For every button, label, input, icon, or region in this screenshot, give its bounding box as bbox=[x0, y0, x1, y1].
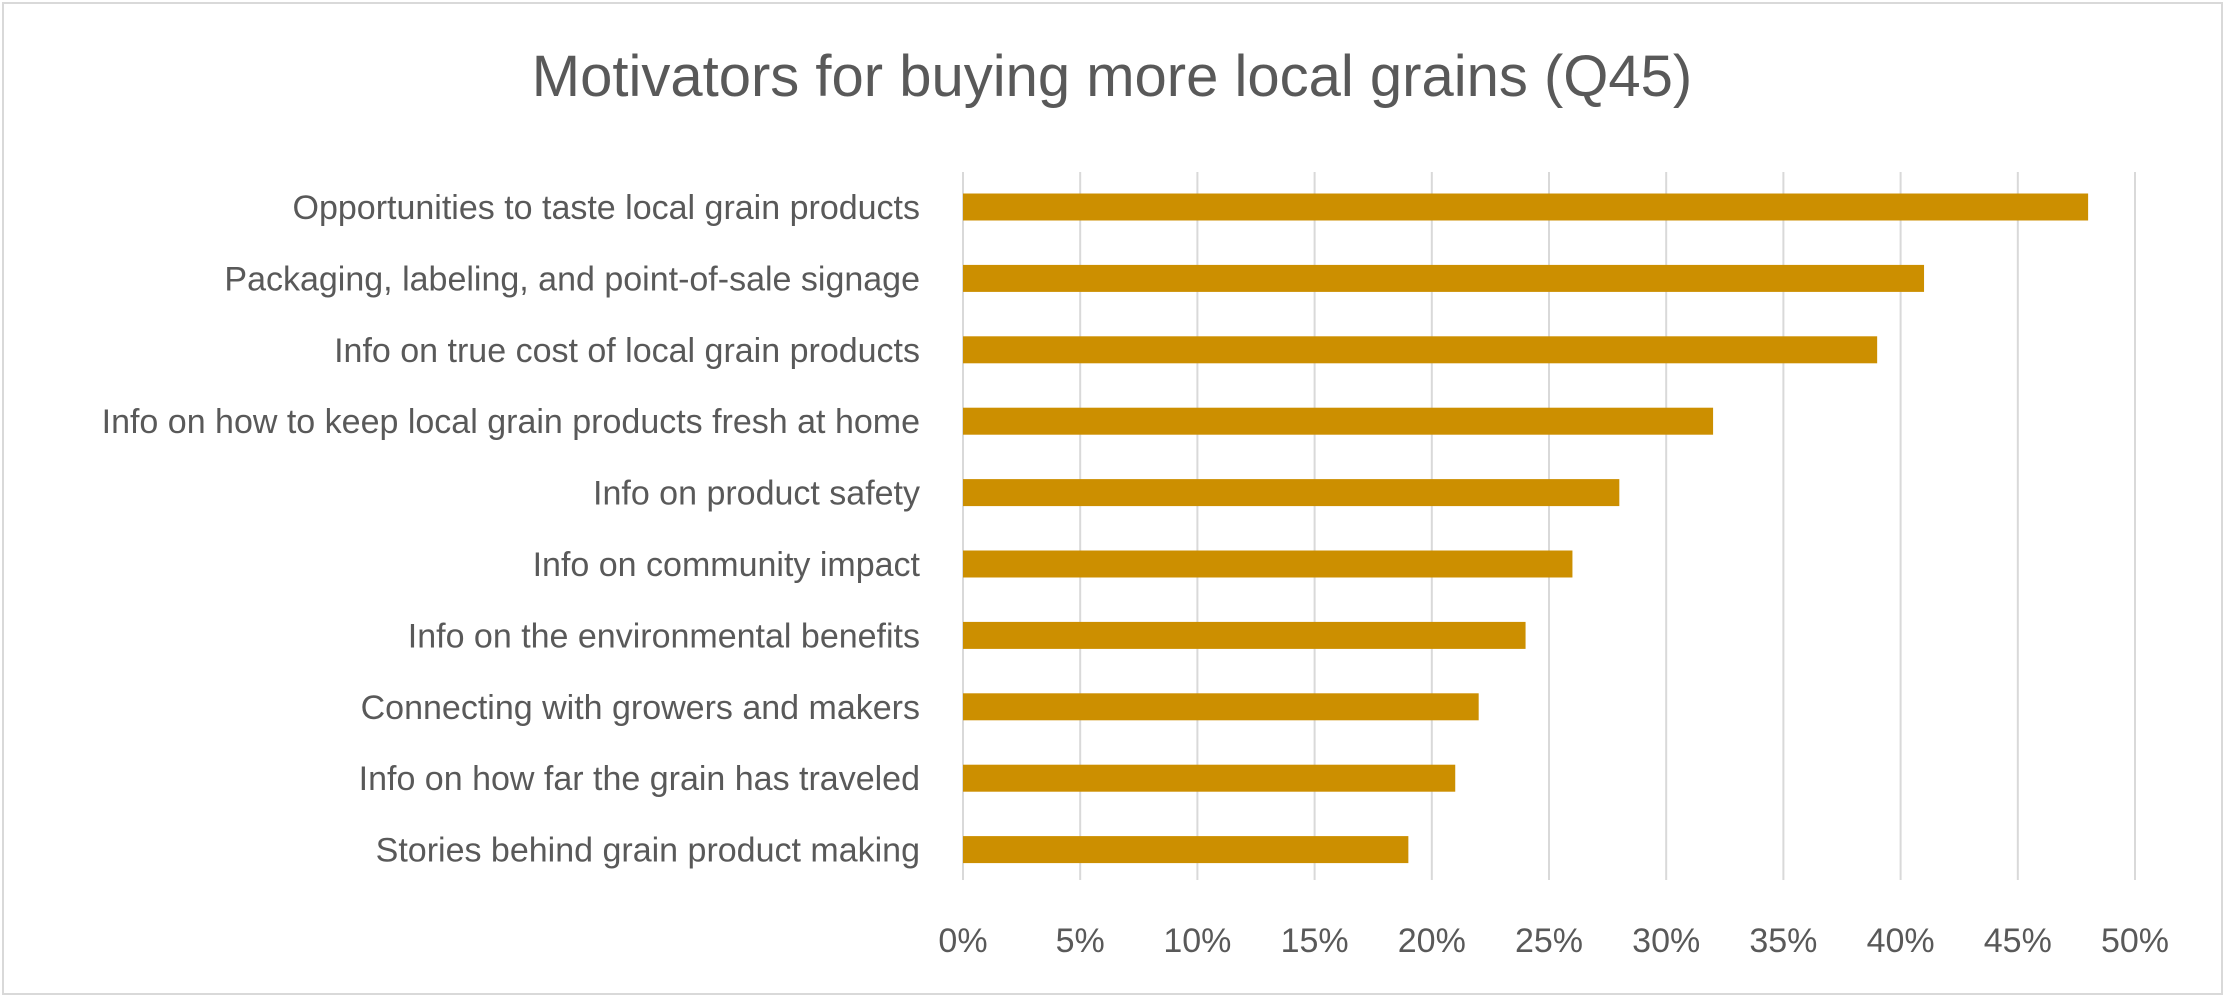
bar bbox=[963, 836, 1409, 864]
x-tick-label: 5% bbox=[1056, 922, 1105, 960]
category-label: Info on the environmental benefits bbox=[408, 617, 920, 655]
category-label: Opportunities to taste local grain produ… bbox=[293, 189, 920, 227]
bar bbox=[963, 764, 1456, 792]
x-tick-label: 50% bbox=[2101, 922, 2169, 960]
chart-title: Motivators for buying more local grains … bbox=[532, 44, 1692, 109]
bar bbox=[963, 193, 2089, 221]
category-label: Info on product safety bbox=[593, 475, 920, 513]
x-tick-label: 45% bbox=[1984, 922, 2052, 960]
x-tick-label: 15% bbox=[1281, 922, 1349, 960]
x-tick-label: 30% bbox=[1632, 922, 1700, 960]
category-label: Packaging, labeling, and point-of-sale s… bbox=[224, 260, 920, 298]
bar bbox=[963, 621, 1526, 649]
bar bbox=[963, 479, 1620, 507]
bar bbox=[963, 407, 1714, 435]
bar bbox=[963, 336, 1878, 364]
x-tick-label: 40% bbox=[1867, 922, 1935, 960]
bar bbox=[963, 693, 1479, 721]
category-label: Connecting with growers and makers bbox=[361, 689, 920, 727]
category-label: Info on how far the grain has traveled bbox=[359, 760, 920, 798]
bar bbox=[963, 550, 1573, 578]
category-label: Stories behind grain product making bbox=[376, 832, 920, 870]
category-label: Info on community impact bbox=[533, 546, 921, 584]
x-tick-label: 20% bbox=[1398, 922, 1466, 960]
category-labels: Opportunities to taste local grain produ… bbox=[102, 189, 921, 870]
x-tick-label: 35% bbox=[1749, 922, 1817, 960]
category-label: Info on how to keep local grain products… bbox=[102, 403, 920, 441]
x-tick-label: 0% bbox=[938, 922, 987, 960]
x-tick-label: 10% bbox=[1163, 922, 1231, 960]
x-tick-label: 25% bbox=[1515, 922, 1583, 960]
bar bbox=[963, 264, 1925, 292]
x-tick-labels: 0% 5% 10% 15% 20% 25% 30% 35% 40% 45% 50% bbox=[938, 922, 2169, 960]
bars bbox=[963, 193, 2089, 864]
category-label: Info on true cost of local grain product… bbox=[334, 332, 920, 370]
